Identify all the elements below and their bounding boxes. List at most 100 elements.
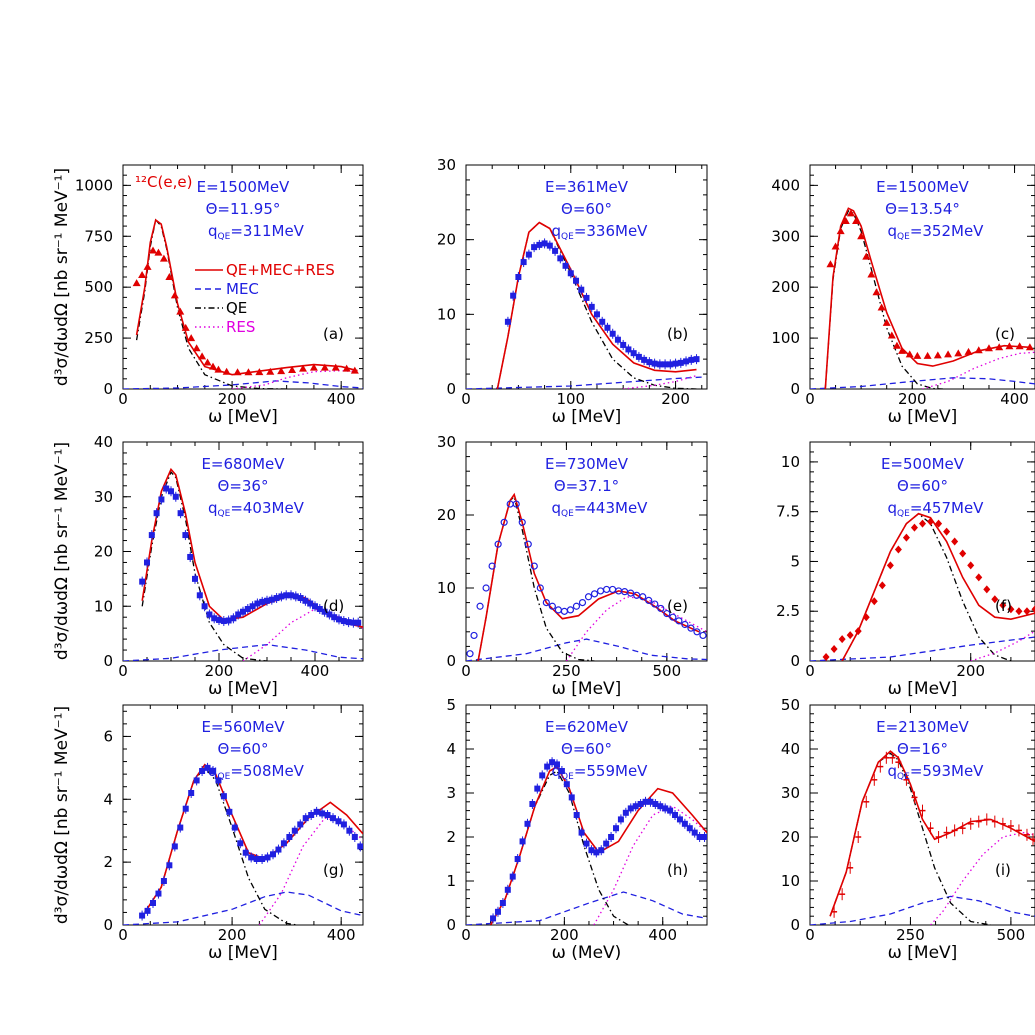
data-point bbox=[563, 781, 570, 788]
data-point bbox=[1015, 342, 1024, 350]
data-point bbox=[230, 615, 237, 622]
data-point bbox=[913, 351, 922, 359]
data-point bbox=[862, 252, 871, 260]
data-point bbox=[351, 834, 358, 840]
data-point bbox=[923, 351, 932, 359]
data-point bbox=[943, 527, 951, 536]
data-point bbox=[277, 367, 286, 375]
data-point bbox=[494, 908, 501, 915]
energy-label: E=680MeV bbox=[201, 455, 285, 473]
y-tick-label: 0 bbox=[103, 380, 113, 398]
y-tick-label: 1 bbox=[446, 872, 456, 890]
data-point bbox=[954, 349, 963, 357]
x-tick-label: 200 bbox=[205, 662, 234, 680]
y-tick-label: 5 bbox=[446, 696, 456, 714]
data-point bbox=[627, 589, 635, 597]
data-point bbox=[470, 631, 478, 640]
data-point bbox=[324, 812, 331, 818]
data-point bbox=[312, 603, 318, 610]
data-point bbox=[534, 785, 541, 792]
data-point bbox=[852, 217, 861, 224]
x-tick-label: 0 bbox=[461, 926, 471, 944]
momentum-label: qQE=593MeV bbox=[888, 762, 985, 782]
x-tick-label: 250 bbox=[552, 662, 581, 680]
total-curve bbox=[135, 218, 358, 376]
energy-label: E=2130MeV bbox=[876, 718, 969, 736]
mec-curve bbox=[123, 891, 363, 925]
data-point bbox=[320, 363, 329, 371]
plot-area bbox=[123, 467, 363, 661]
data-point bbox=[613, 825, 620, 832]
energy-label: E=361MeV bbox=[545, 178, 629, 196]
data-point bbox=[830, 645, 838, 654]
y-tick-label: 1000 bbox=[75, 176, 113, 194]
x-tick-label: 400 bbox=[301, 662, 330, 680]
data-point bbox=[630, 350, 637, 357]
data-point bbox=[249, 603, 256, 610]
data-point bbox=[935, 519, 943, 528]
panel-label: (f) bbox=[995, 597, 1012, 615]
data-point bbox=[210, 768, 216, 774]
data-point bbox=[983, 585, 991, 594]
data-point bbox=[192, 344, 201, 352]
data-point bbox=[984, 344, 993, 352]
plot-frame bbox=[122, 441, 364, 662]
data-point bbox=[520, 259, 527, 266]
data-point bbox=[270, 851, 276, 858]
y-tick-label: 2 bbox=[103, 853, 113, 871]
data-point bbox=[231, 824, 238, 831]
data-point bbox=[530, 562, 538, 570]
data-point bbox=[539, 772, 546, 779]
plot-frame bbox=[809, 164, 1035, 390]
data-point bbox=[964, 347, 973, 355]
data-point bbox=[995, 343, 1004, 351]
momentum-label: qQE=559MeV bbox=[552, 762, 649, 782]
data-point bbox=[878, 581, 886, 590]
plot-area bbox=[466, 221, 702, 389]
data-point bbox=[894, 545, 902, 554]
data-point bbox=[177, 824, 184, 831]
data-point bbox=[857, 232, 866, 240]
qe-curve bbox=[141, 470, 268, 661]
data-point bbox=[867, 270, 876, 278]
x-tick-label: 250 bbox=[896, 926, 925, 944]
data-point bbox=[292, 593, 299, 600]
data-point bbox=[280, 840, 287, 847]
x-tick-label: 0 bbox=[461, 390, 471, 408]
data-point bbox=[933, 351, 942, 359]
data-point bbox=[627, 805, 634, 812]
qe-curve bbox=[135, 218, 287, 389]
data-point bbox=[524, 820, 531, 827]
data-point bbox=[919, 519, 926, 528]
data-point bbox=[910, 523, 918, 532]
data-point bbox=[330, 815, 336, 822]
panel-label: (g) bbox=[323, 861, 344, 879]
data-point bbox=[642, 798, 649, 805]
data-point bbox=[476, 602, 484, 610]
data-point bbox=[211, 615, 218, 622]
plot-area bbox=[123, 762, 363, 925]
data-point bbox=[578, 598, 587, 607]
data-point bbox=[846, 631, 854, 640]
plot-area bbox=[810, 207, 1035, 389]
data-point bbox=[927, 517, 935, 526]
data-point bbox=[500, 518, 508, 526]
x-tick-label: 400 bbox=[1000, 390, 1029, 408]
y-tick-label: 500 bbox=[84, 278, 113, 296]
plot-area bbox=[810, 512, 1035, 661]
plot-area bbox=[466, 492, 707, 661]
data-point bbox=[1031, 605, 1035, 614]
data-point bbox=[882, 318, 891, 326]
data-point bbox=[494, 540, 502, 548]
panel-a: 0 200 400 0 250 500 750 1000 ω [MeV] E=1500MeV Θ=1… bbox=[75, 164, 364, 427]
data-point bbox=[266, 367, 275, 375]
plot-area bbox=[466, 757, 707, 925]
data-point bbox=[536, 584, 544, 592]
data-point bbox=[144, 907, 151, 914]
data-point bbox=[504, 318, 511, 325]
y-tick-label: 0 bbox=[103, 916, 113, 934]
y-tick-label: 0 bbox=[446, 380, 456, 398]
data-point bbox=[663, 609, 671, 618]
x-axis-label: ω [MeV] bbox=[552, 407, 622, 427]
panel-label: (a) bbox=[323, 325, 344, 343]
